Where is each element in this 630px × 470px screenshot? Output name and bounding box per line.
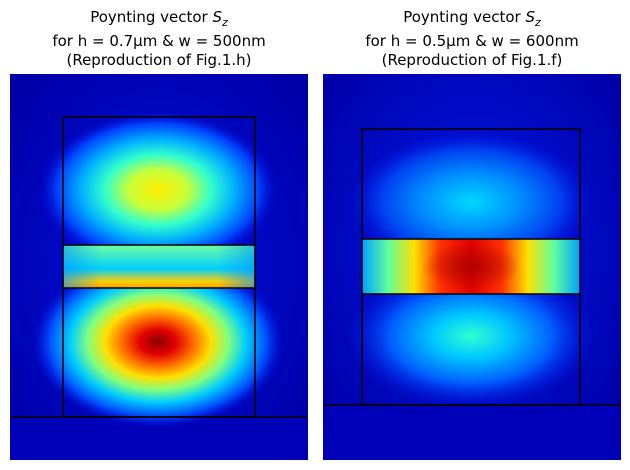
title-symbol: S: [525, 8, 535, 26]
title-subscript: z: [222, 16, 228, 29]
chart-title-right: Poynting vector Sz for h = 0.5µm & w = 6…: [323, 8, 621, 70]
substrate-region: [323, 405, 621, 460]
lower-rib-mode-lobe: [347, 264, 595, 408]
title-symbol: S: [212, 8, 222, 26]
upper-rib-mode-lobe: [40, 112, 276, 268]
heatmap-left: [10, 74, 308, 460]
title-line-3: (Reproduction of Fig.1.f): [381, 51, 563, 69]
slot-field-core: [421, 242, 521, 290]
title-line-3: (Reproduction of Fig.1.h): [66, 51, 252, 69]
chart-title-left: Poynting vector Sz for h = 0.7µm & w = 5…: [10, 8, 308, 70]
slot-field-edges: [63, 245, 255, 288]
upper-rib-mode-lobe: [351, 132, 591, 272]
heatmap-right-svg: [323, 74, 621, 460]
title-line-1: Poynting vector Sz: [323, 8, 621, 32]
lower-rib-mode-lobe: [32, 256, 284, 428]
title-prefix: Poynting vector: [403, 8, 526, 26]
title-line-2: for h = 0.5µm & w = 600nm: [365, 32, 579, 50]
title-prefix: Poynting vector: [90, 8, 213, 26]
heatmap-left-svg: [10, 74, 308, 460]
title-line-1: Poynting vector Sz: [10, 8, 308, 32]
title-line-2: for h = 0.7µm & w = 500nm: [52, 32, 266, 50]
title-subscript: z: [535, 16, 541, 29]
heatmap-right: [323, 74, 621, 460]
